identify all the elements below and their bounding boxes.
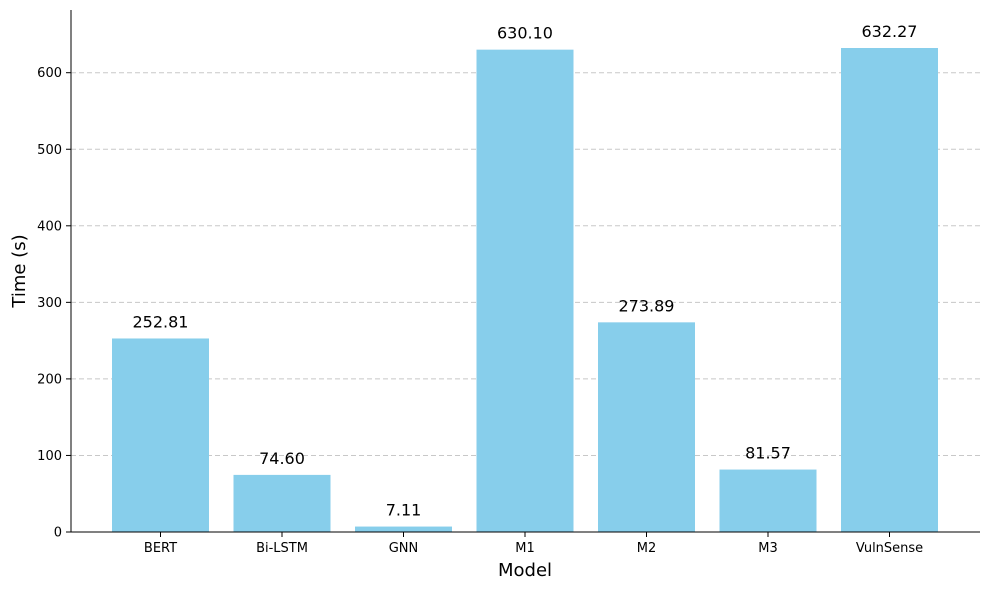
bar-value-label: 7.11 [386, 501, 422, 520]
x-tick-label: M3 [758, 541, 778, 556]
bar-bi-lstm [233, 474, 331, 532]
y-tick-label: 200 [37, 372, 62, 387]
x-axis-title: Model [498, 560, 552, 581]
x-tick-label: M1 [515, 541, 535, 556]
y-tick-label: 300 [37, 296, 62, 311]
bar-m1 [476, 49, 574, 533]
y-tick-label: 600 [37, 66, 62, 81]
x-tick-label: GNN [389, 541, 419, 556]
bars-group [112, 47, 938, 533]
bar-value-labels: 252.81 74.60 7.11 630.10 273.89 81.57 632.27 [133, 22, 918, 520]
x-tick-label: Bi-LSTM [256, 541, 308, 556]
bar-value-label: 81.57 [745, 444, 791, 463]
y-axis-title: Time (s) [9, 234, 30, 308]
bar-m3 [719, 469, 817, 532]
bar-vulnsense [841, 47, 938, 532]
y-tick-label: 100 [37, 449, 62, 464]
y-axis-ticks: 0 100 200 300 400 500 600 [37, 66, 71, 541]
bar-bert [112, 338, 209, 532]
x-tick-label: VulnSense [856, 541, 923, 556]
y-tick-label: 0 [54, 526, 62, 541]
y-tick-label: 400 [37, 219, 62, 234]
bar-gnn [355, 526, 452, 532]
x-tick-label: BERT [144, 541, 177, 556]
bar-value-label: 632.27 [862, 22, 918, 41]
bar-value-label: 252.81 [133, 312, 189, 331]
x-axis-ticks: BERT Bi-LSTM GNN M1 M2 M3 VulnSense [144, 532, 923, 556]
bar-value-label: 74.60 [259, 449, 305, 468]
bar-value-label: 273.89 [619, 296, 675, 315]
y-tick-label: 500 [37, 143, 62, 158]
bar-value-label: 630.10 [497, 24, 553, 43]
x-tick-label: M2 [637, 541, 657, 556]
bar-m2 [598, 322, 695, 532]
